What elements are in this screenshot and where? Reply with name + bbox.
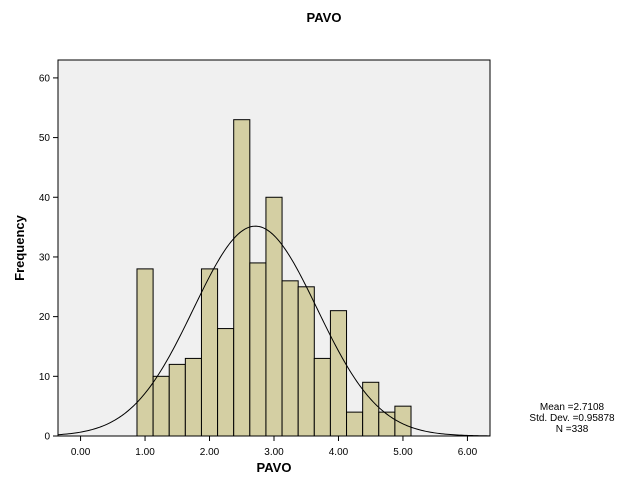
histogram-bar [313, 357, 331, 437]
x-axis: 0.00 1.00 2.00 3.00 4.00 5.00 6.00 [71, 436, 478, 458]
y-axis-label: Frequency [12, 214, 27, 281]
normal-curve [57, 225, 491, 437]
y-axis: 0 10 20 30 40 50 60 [39, 73, 58, 443]
histogram-bar [281, 280, 299, 437]
histogram-bar [329, 310, 348, 437]
x-tick-label: 6.00 [458, 447, 478, 458]
histogram-bar [200, 268, 219, 437]
histogram-bar [362, 381, 380, 437]
y-tick-label: 10 [39, 372, 51, 383]
histogram-bar [249, 262, 267, 437]
histogram-bar [378, 411, 396, 437]
x-tick-label: 1.00 [135, 447, 155, 458]
y-tick-label: 0 [44, 432, 50, 443]
y-tick-label: 50 [39, 133, 51, 144]
histogram-bar [297, 286, 315, 437]
x-tick-label: 2.00 [200, 447, 220, 458]
x-tick-label: 4.00 [329, 447, 349, 458]
histogram-bar [265, 196, 283, 437]
histogram-bar [152, 375, 170, 437]
histogram-bar [168, 363, 186, 437]
chart-title: PAVO [307, 10, 342, 25]
y-tick-label: 60 [39, 73, 51, 84]
histogram-bar [233, 119, 251, 437]
histogram-bar [217, 328, 235, 437]
stats-line: Mean =2.7108 [540, 402, 605, 413]
x-axis-label: PAVO [257, 460, 292, 475]
histogram-bar [184, 357, 202, 437]
histogram-bars [136, 119, 412, 437]
histogram-bar [346, 411, 364, 437]
histogram-bar [394, 405, 412, 437]
histogram-bar [136, 268, 154, 437]
stats-line: N =338 [556, 424, 589, 435]
x-tick-label: 5.00 [393, 447, 413, 458]
x-tick-label: 0.00 [71, 447, 91, 458]
x-tick-label: 3.00 [264, 447, 284, 458]
y-tick-label: 30 [39, 252, 51, 263]
stats-line: Std. Dev. =0.95878 [529, 413, 615, 424]
y-tick-label: 40 [39, 193, 51, 204]
y-tick-label: 20 [39, 312, 51, 323]
